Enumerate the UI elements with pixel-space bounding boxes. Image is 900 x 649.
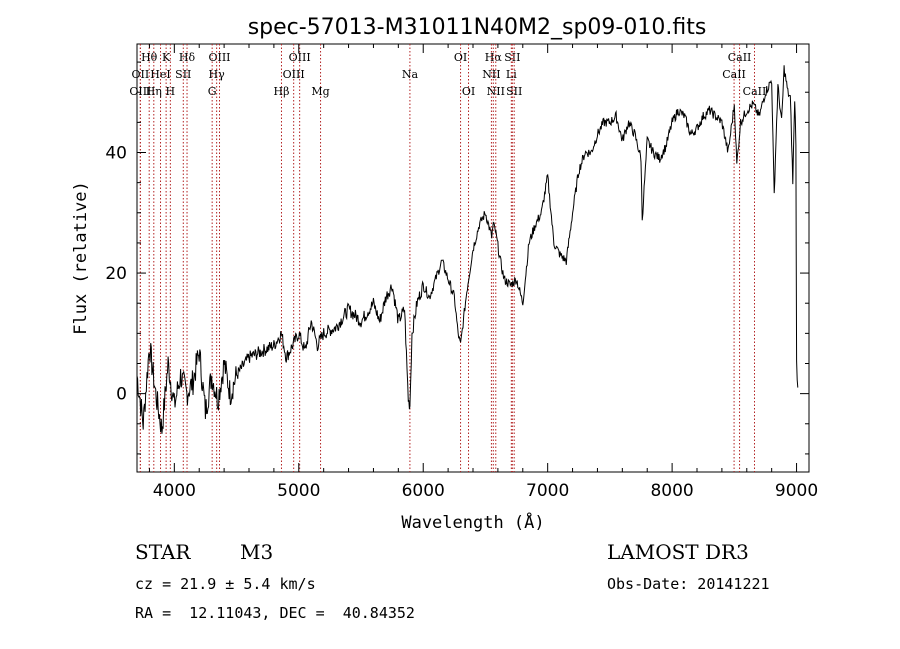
spectral-line-label: SII [506,85,522,98]
x-tick-label: 9000 [775,481,818,501]
spectral-line-label: OII [132,68,150,81]
spectral-line-label: NII [487,85,505,98]
coordinates: RA = 12.11043, DEC = 40.84352 [135,604,415,622]
spectral-line-label: Hθ [141,51,158,64]
y-tick-label: 40 [105,144,127,164]
spectral-line-label: G [208,85,217,98]
spectral-line-label: OIII [283,68,305,81]
survey-name: LAMOST DR3 [607,540,749,564]
spectral-line-label: OI [454,51,467,64]
spectral-line-label: K [162,51,171,64]
spectral-line-label: OIII [289,51,311,64]
spectral-line-label: OIII [208,51,230,64]
object-class: STAR [135,540,191,564]
spectral-line-label: NII [482,68,500,81]
obs-date: Obs-Date: 20141221 [607,575,770,593]
y-axis-label: Flux (relative) [71,181,91,335]
spectral-line-label: CaII [728,51,752,64]
x-tick-label: 5000 [277,481,320,501]
spectral-line-label: Hβ [274,85,290,98]
x-tick-label: 4000 [153,481,196,501]
spectral-line-label: Hα [485,51,503,64]
redshift-readout: cz = 21.9 ± 5.4 km/s [135,575,316,593]
x-axis-label: Wavelength (Å) [401,511,544,533]
spectral-line-label: OI [462,85,475,98]
spectral-line-label: Hη [146,85,162,98]
spectral-line-label: Na [402,68,419,81]
spectral-line-label: Hδ [179,51,196,64]
y-tick-label: 0 [116,385,127,405]
spectral-line-label: CaII [722,68,746,81]
spectral-line-label: Li [506,68,517,81]
spectral-line-label: OIII [129,85,151,98]
spectral-line-label: H [166,85,176,98]
spectral-line-label: Hγ [209,68,226,81]
spectral-line-label: SII [175,68,191,81]
chart-title: spec-57013-M31011N40M2_sp09-010.fits [248,15,707,40]
x-tick-label: 6000 [402,481,445,501]
x-tick-label: 7000 [526,481,569,501]
spectral-line-label: Mg [311,85,329,98]
flux-series-line [136,65,799,434]
spectral-line-label: CaII [743,85,767,98]
spectral-line-label: HeI [150,68,170,81]
y-tick-label: 20 [105,264,127,284]
spectral-line-label: SII [504,51,520,64]
x-tick-label: 8000 [650,481,693,501]
subclass: M3 [240,540,274,564]
